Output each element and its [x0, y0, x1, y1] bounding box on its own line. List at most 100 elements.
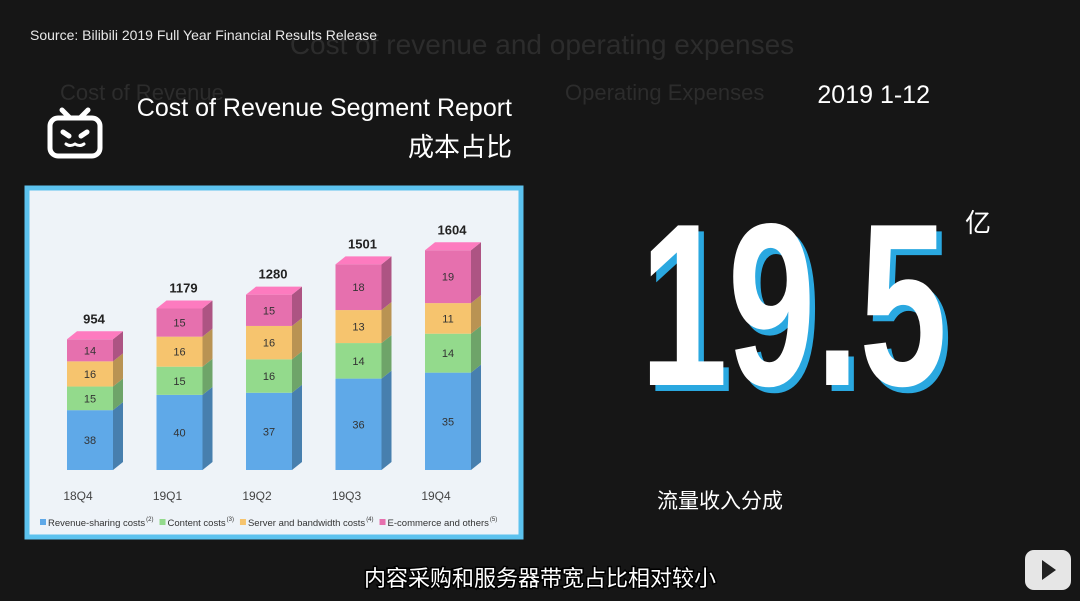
x-tick-label: 18Q4	[63, 489, 93, 503]
bar-segment	[246, 325, 292, 360]
bar-side	[292, 317, 302, 360]
chart: 38 15 16 14 954 18Q4 40 15 16 15 1179 19Q1 37 16 16 15 1…	[40, 222, 497, 529]
segment-label: 14	[442, 348, 454, 360]
bar-side	[471, 325, 481, 373]
bar-side	[381, 256, 392, 311]
segment-label: 16	[263, 338, 275, 350]
bar-side	[471, 364, 481, 470]
legend-label: Revenue-sharing costs	[48, 518, 145, 529]
segment-label: 14	[352, 356, 364, 368]
bar-top	[246, 286, 302, 295]
bar-side	[471, 242, 481, 304]
total-label: 954	[83, 311, 105, 326]
bar-segment	[425, 303, 471, 334]
segment-label: 15	[84, 393, 96, 405]
segment-label: 13	[352, 322, 364, 334]
play-icon	[1025, 550, 1071, 590]
source: Source: Bilibili 2019 Full Year Financia…	[30, 27, 377, 43]
bar-side	[381, 370, 392, 470]
total-label: 1280	[259, 267, 288, 282]
bar-segment	[425, 372, 471, 470]
x-tick-label: 19Q1	[153, 489, 183, 503]
logo-icon	[47, 107, 103, 159]
segment-label: 38	[84, 435, 96, 447]
background-right: Operating Expenses	[565, 80, 764, 105]
bar-side	[113, 353, 123, 387]
legend-swatch	[239, 519, 246, 525]
bar-segment	[246, 392, 292, 470]
bar-segment	[67, 386, 113, 411]
segment-label: 16	[263, 371, 275, 383]
bar-side	[471, 295, 481, 334]
big-caption: 流量收入分成	[657, 490, 783, 513]
segment-label: 14	[84, 345, 96, 357]
big-unit: 亿	[965, 208, 991, 238]
bar-segment	[156, 394, 203, 470]
bar-segment	[156, 366, 203, 395]
legend-note: (5)	[490, 517, 497, 523]
total-label: 1604	[438, 222, 468, 237]
bar-segment	[335, 264, 382, 311]
bar-side	[292, 286, 302, 326]
segment-label: 15	[263, 305, 275, 317]
bar-side	[202, 358, 213, 395]
bar-top	[67, 331, 123, 340]
bar-side	[292, 384, 302, 470]
segment-label: 16	[84, 369, 96, 381]
legend-label: E-commerce and others	[388, 518, 490, 529]
legend-swatch	[159, 519, 166, 525]
bar-side	[381, 302, 392, 344]
bar-segment	[425, 333, 471, 373]
bar-segment	[67, 410, 113, 470]
big-number: 19.5	[640, 176, 947, 436]
bar-segment	[246, 359, 292, 393]
bar-segment	[67, 339, 113, 362]
bar-segment	[335, 310, 382, 344]
bar-segment	[335, 343, 382, 379]
segment-label: 36	[352, 419, 364, 431]
bar-segment	[156, 336, 203, 367]
background-left: Cost of Revenue	[60, 80, 224, 105]
segment-label: 11	[442, 313, 453, 325]
bar-side	[381, 335, 392, 379]
bar-side	[113, 331, 123, 362]
title-cn: 成本占比	[408, 132, 512, 162]
segment-label: 19	[442, 272, 454, 284]
big-number-group: 19.5 19.5	[640, 176, 952, 442]
bar-segment	[425, 250, 471, 304]
segment-label: 15	[173, 376, 185, 388]
big-number-shadow: 19.5	[645, 182, 952, 442]
bar-segment	[156, 308, 203, 337]
bar-top	[335, 256, 392, 265]
subtitle: 内容采购和服务器带宽占比相对较小	[364, 566, 716, 591]
legend-swatch	[40, 519, 46, 525]
bar-top	[425, 242, 481, 251]
title: Cost of Revenue Segment Report	[137, 94, 512, 122]
bar-side	[113, 402, 123, 470]
segment-label: 18	[352, 282, 364, 294]
bar-side	[202, 386, 213, 470]
bar-side	[202, 300, 213, 337]
bar-side	[202, 328, 213, 367]
period: 2019 1-12	[817, 81, 930, 109]
background-title: Cost of revenue and operating expenses	[290, 29, 794, 60]
legend-note: (4)	[366, 517, 373, 523]
legend-swatch	[379, 519, 386, 525]
bar-top	[156, 300, 213, 309]
segment-label: 40	[173, 427, 185, 439]
total-label: 1501	[348, 236, 377, 251]
bar-side	[113, 378, 123, 411]
legend-note: (2)	[146, 517, 153, 523]
segment-label: 15	[173, 318, 185, 330]
legend-label: Content costs	[168, 518, 226, 529]
legend-label: Server and bandwidth costs	[248, 518, 365, 529]
x-tick-label: 19Q4	[421, 489, 451, 503]
segment-label: 37	[263, 426, 275, 438]
segment-label: 35	[442, 416, 454, 428]
bar-side	[292, 351, 302, 393]
bar-segment	[67, 361, 113, 387]
bar-segment	[246, 294, 292, 326]
total-label: 1179	[169, 280, 197, 295]
bar-segment	[335, 378, 382, 470]
